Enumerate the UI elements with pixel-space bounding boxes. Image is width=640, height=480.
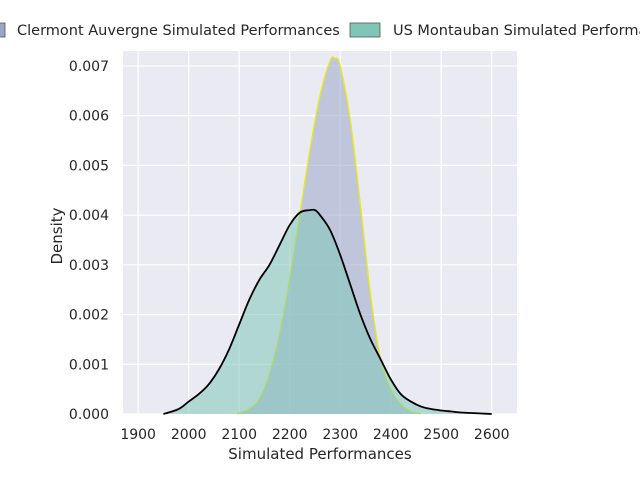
x-tick-label: 2600: [474, 427, 510, 443]
density-line-montauban: [163, 208, 492, 415]
density-area-montauban: [163, 209, 492, 414]
x-tick-label: 2400: [373, 427, 409, 443]
y-axis-title: Density: [48, 207, 66, 264]
x-tick-label: 2300: [322, 427, 358, 443]
y-tick-label: 0.005: [69, 158, 109, 174]
legend: Clermont Auvergne Simulated Performances…: [0, 22, 640, 39]
y-tick-label: 0.006: [69, 109, 109, 125]
y-tick-label: 0.004: [69, 208, 109, 224]
x-tick-label: 1900: [120, 427, 156, 443]
y-tick-label: 0.007: [69, 59, 109, 75]
legend-swatch-clermont: [0, 22, 6, 38]
x-tick-label: 2500: [423, 427, 459, 443]
y-tick-label: 0.003: [69, 258, 109, 274]
x-tick-label: 2200: [272, 427, 308, 443]
y-tick-label: 0.002: [69, 308, 109, 324]
legend-swatch-montauban: [349, 22, 381, 38]
y-axis-ticks: 0.000 0.001 0.002 0.003 0.004 0.005 0.006 0.007: [69, 59, 109, 423]
x-axis-title: Simulated Performances: [228, 445, 412, 463]
x-tick-label: 2000: [171, 427, 207, 443]
x-tick-label: 2100: [221, 427, 257, 443]
y-tick-label: 0.000: [69, 407, 109, 423]
legend-label-clermont: Clermont Auvergne Simulated Performances: [17, 23, 340, 39]
y-tick-label: 0.001: [69, 357, 109, 373]
density-series: [163, 56, 492, 415]
legend-label-montauban: US Montauban Simulated Performances: [393, 23, 640, 39]
x-axis-ticks: 1900 2000 2100 2200 2300 2400 2500 2600: [120, 427, 509, 443]
